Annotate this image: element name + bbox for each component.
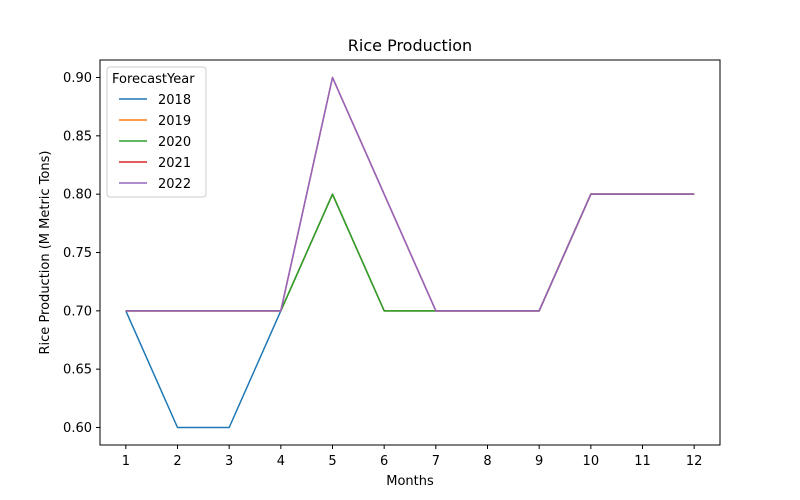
x-tick-label: 3 [225, 454, 233, 469]
legend-entries: 2018 2019 2020 2021 2022 [119, 93, 191, 192]
x-tick-label: 5 [328, 454, 336, 469]
x-tick-label: 2 [173, 454, 181, 469]
legend-label-2021: 2021 [158, 156, 191, 171]
x-tick-label: 10 [583, 454, 600, 469]
x-tick-label: 4 [277, 454, 285, 469]
y-tick-label: 0.60 [63, 421, 92, 436]
legend-label-2018: 2018 [158, 93, 191, 108]
y-tick-label: 0.90 [63, 71, 92, 86]
x-tick-label: 6 [380, 454, 388, 469]
y-tick-label: 0.75 [63, 246, 92, 261]
x-tick-label: 9 [535, 454, 543, 469]
legend-label-2022: 2022 [158, 177, 191, 192]
legend-title: ForecastYear [112, 72, 195, 87]
x-axis-label: Months [386, 474, 434, 489]
x-tick-label: 11 [634, 454, 651, 469]
x-axis: 1 2 3 4 5 6 7 8 9 10 11 12 [122, 445, 703, 469]
y-axis: 0.60 0.65 0.70 0.75 0.80 0.85 0.90 [63, 71, 100, 436]
y-tick-label: 0.65 [63, 363, 92, 378]
x-tick-label: 12 [686, 454, 703, 469]
chart-title: Rice Production [348, 36, 472, 55]
y-tick-label: 0.85 [63, 129, 92, 144]
plot-area [125, 76, 695, 429]
y-axis-label: Rice Production (M Metric Tons) [38, 151, 53, 355]
legend: ForecastYear 2018 2019 2020 2021 2022 [106, 66, 207, 198]
x-tick-label: 7 [432, 454, 440, 469]
x-tick-label: 1 [122, 454, 130, 469]
legend-label-2020: 2020 [158, 135, 191, 150]
series-line-2022 [125, 76, 695, 312]
y-tick-label: 0.70 [63, 304, 92, 319]
legend-label-2019: 2019 [158, 114, 191, 129]
x-tick-label: 8 [483, 454, 491, 469]
y-tick-label: 0.80 [63, 188, 92, 203]
